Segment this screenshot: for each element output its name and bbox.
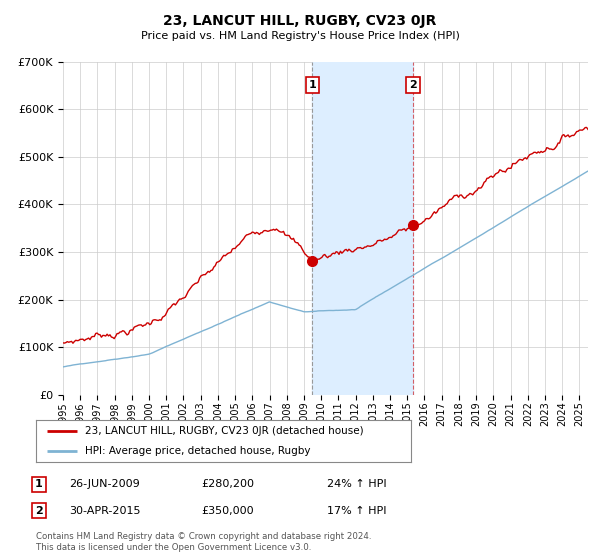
Text: 2: 2	[35, 506, 43, 516]
Bar	[312, 62, 413, 395]
Text: 23, LANCUT HILL, RUGBY, CV23 0JR: 23, LANCUT HILL, RUGBY, CV23 0JR	[163, 14, 437, 28]
Text: Price paid vs. HM Land Registry's House Price Index (HPI): Price paid vs. HM Land Registry's House …	[140, 31, 460, 41]
Text: £350,000: £350,000	[201, 506, 254, 516]
Text: HPI: Average price, detached house, Rugby: HPI: Average price, detached house, Rugb…	[85, 446, 310, 456]
Text: £280,200: £280,200	[201, 479, 254, 489]
Text: 17% ↑ HPI: 17% ↑ HPI	[327, 506, 386, 516]
Text: 1: 1	[35, 479, 43, 489]
Text: 24% ↑ HPI: 24% ↑ HPI	[327, 479, 386, 489]
Text: 26-JUN-2009: 26-JUN-2009	[69, 479, 140, 489]
Text: 2: 2	[409, 80, 417, 90]
Text: 30-APR-2015: 30-APR-2015	[69, 506, 140, 516]
Text: 23, LANCUT HILL, RUGBY, CV23 0JR (detached house): 23, LANCUT HILL, RUGBY, CV23 0JR (detach…	[85, 426, 364, 436]
Text: Contains HM Land Registry data © Crown copyright and database right 2024.
This d: Contains HM Land Registry data © Crown c…	[36, 533, 371, 552]
Text: 1: 1	[308, 80, 316, 90]
